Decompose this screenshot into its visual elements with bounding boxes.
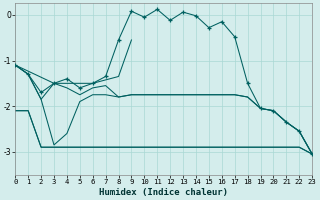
X-axis label: Humidex (Indice chaleur): Humidex (Indice chaleur)	[99, 188, 228, 197]
